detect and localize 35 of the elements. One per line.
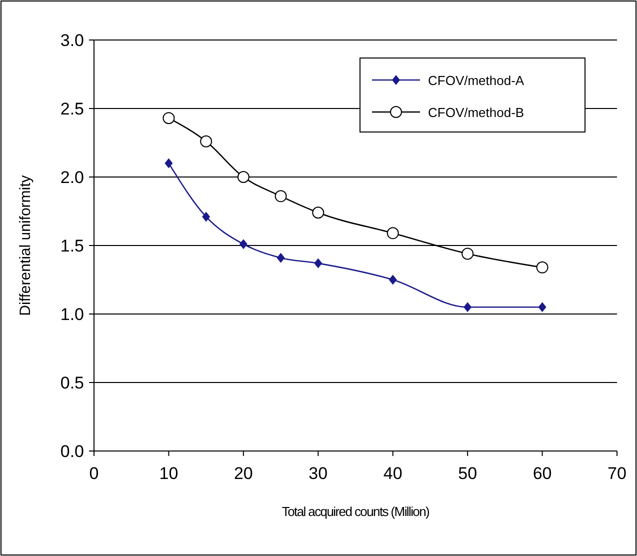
y-axis-title: Differential uniformity <box>17 174 34 316</box>
x-tick-label: 50 <box>458 464 478 483</box>
point <box>276 252 285 263</box>
legend-label: CFOV/method-B <box>428 105 524 120</box>
point <box>237 171 250 183</box>
point <box>386 227 399 240</box>
y-tick-label: 2.5 <box>60 100 84 118</box>
point <box>314 258 322 268</box>
y-tick-label: 0.0 <box>60 442 84 461</box>
y-tick-label: 1.5 <box>60 236 84 256</box>
point <box>164 158 173 168</box>
y-tick-label: 2.0 <box>60 168 84 187</box>
point <box>162 112 175 124</box>
y-tick-label: 0.5 <box>60 374 84 392</box>
point <box>312 206 324 219</box>
point <box>239 239 248 250</box>
x-tick-label: 0 <box>89 464 99 483</box>
x-tick-label: 20 <box>234 464 253 483</box>
point <box>388 274 397 285</box>
point <box>202 212 210 222</box>
x-tick-label: 70 <box>608 464 626 483</box>
x-tick-label: 10 <box>159 464 178 483</box>
y-tick-label: 3.0 <box>60 31 84 50</box>
point <box>536 261 548 274</box>
point <box>462 248 474 260</box>
x-axis-title: Total acquired counts (Million) <box>282 504 430 519</box>
point <box>274 190 287 202</box>
y-tick-label: 1.0 <box>60 305 84 324</box>
x-tick-label: 30 <box>308 464 328 483</box>
x-tick-label: 60 <box>532 464 552 483</box>
point <box>464 302 472 312</box>
point <box>200 135 212 148</box>
x-tick-label: 40 <box>383 464 402 483</box>
legend-label: CFOV/method-A <box>428 73 524 88</box>
point <box>538 302 546 312</box>
